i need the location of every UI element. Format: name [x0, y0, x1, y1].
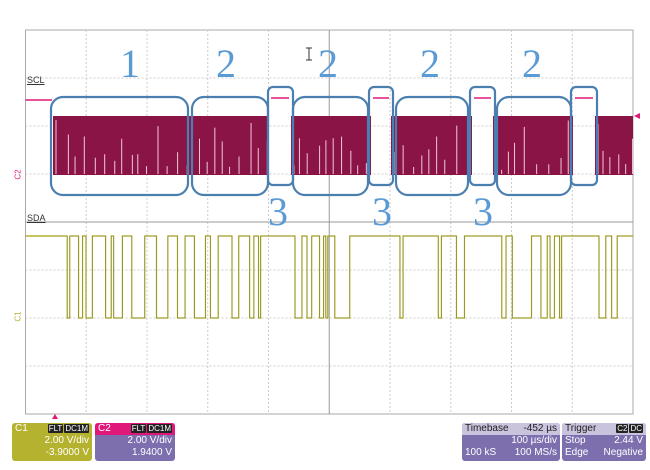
trigger-position-marker[interactable] [52, 414, 58, 419]
c2-offset: 1.9400 V [131, 447, 172, 458]
sda-trace [25, 235, 633, 319]
segment-label-2a: 2 [216, 41, 236, 86]
segment-label-1: 1 [120, 41, 140, 86]
timebase-panel[interactable]: Timebase -452 µs 100 µs/div 100 kS 100 MS/… [462, 423, 560, 461]
c1-name: C1 [15, 423, 28, 434]
c2-channel-panel[interactable]: C2 FLT DC1M 2.00 V/div 1.9400 V [95, 423, 175, 461]
trigger-source-tag: C2 [616, 424, 629, 433]
segment-label-2d: 2 [522, 41, 542, 86]
gap-label-3c: 3 [473, 189, 493, 234]
trigger-label: Trigger [565, 423, 597, 434]
timebase-delay: -452 µs [523, 423, 557, 434]
data-segment-box [49, 95, 190, 197]
scl-burst [53, 116, 269, 175]
trigger-slope: Negative [603, 447, 643, 458]
timebase-label: Timebase [465, 423, 509, 434]
scl-burst [391, 116, 472, 175]
c1-offset: -3.9000 V [45, 447, 89, 458]
gap-label-3b: 3 [372, 189, 392, 234]
scl-trace [25, 97, 634, 175]
trigger-level: 2.44 V [614, 435, 643, 446]
trigger-mode: Stop [565, 435, 586, 446]
trigger-level-marker[interactable] [634, 113, 640, 119]
sda-label: SDA [27, 213, 46, 223]
c2-name: C2 [98, 423, 111, 434]
gap-label-3a: 3 [268, 189, 288, 234]
scl-burst [291, 116, 371, 175]
scl-burst [595, 116, 633, 175]
sda-waveform-shadow [52, 235, 633, 319]
c2-vdiv: 2.00 V/div [127, 435, 172, 446]
timebase-tdiv: 100 µs/div [511, 435, 557, 446]
c2-filter-tag: FLT [130, 424, 147, 433]
gap-box [569, 85, 599, 187]
gap-box [266, 85, 295, 187]
c2-coupling-tag: DC1M [147, 424, 172, 433]
data-segment-box [394, 95, 470, 197]
trigger-type: Edge [565, 447, 589, 458]
scl-label: SCL [27, 75, 45, 85]
trigger-panel[interactable]: Trigger C2 DC Stop 2.44 V Edge Negative [562, 423, 646, 461]
c1-coupling-tag: DC1M [64, 424, 89, 433]
trigger-coupling-tag: DC [629, 424, 643, 433]
c1-vdiv: 2.00 V/div [44, 435, 89, 446]
c1-filter-tag: FLT [47, 424, 64, 433]
c2-ground-marker[interactable]: C2 [13, 169, 23, 180]
scl-burst [493, 116, 573, 175]
gap-box [468, 85, 497, 187]
c1-ground-marker[interactable]: C1 [13, 311, 23, 322]
annotation-boxes [49, 85, 599, 197]
cursor-icon [306, 47, 312, 61]
gap-box [367, 85, 395, 187]
segment-label-2b: 2 [318, 41, 338, 86]
c1-channel-panel[interactable]: C1 FLT DC1M 2.00 V/div -3.9000 V [12, 423, 92, 461]
timebase-samples: 100 kS [465, 447, 497, 458]
sda-waveform [52, 235, 633, 319]
segment-label-2c: 2 [420, 41, 440, 86]
timebase-rate: 100 MS/s [514, 447, 557, 458]
